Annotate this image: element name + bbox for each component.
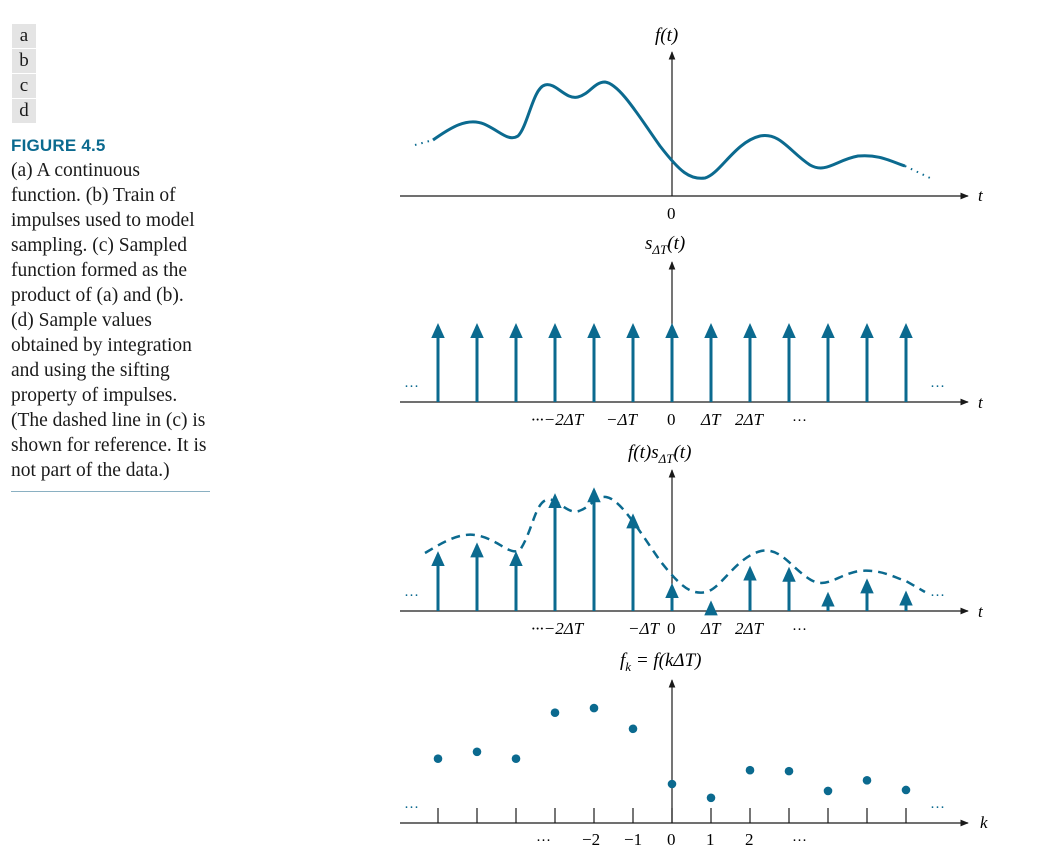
sample-point-1 — [472, 747, 482, 757]
panel-a: t 0 f(t) — [400, 25, 984, 223]
panel-d-tick-right-ellipsis: ··· — [792, 833, 807, 849]
panel-d-k-label: k — [980, 813, 988, 832]
panel-b-tick-neg2: ···−2ΔT — [531, 410, 585, 429]
panel-b-tick-0: 0 — [667, 410, 676, 429]
caption-divider — [11, 491, 210, 492]
panel-d-tick-1: 1 — [706, 830, 715, 849]
panel-d-sample-points — [433, 703, 911, 803]
panel-b-right-ellipsis: ··· — [930, 379, 945, 395]
panel-c: t f(t)sΔT(t) ··· ··· ···−2ΔT −ΔT 0 ΔT 2Δ… — [400, 442, 984, 638]
panel-b-tick-ellipsis: ··· — [792, 413, 807, 429]
panel-label-c: c — [12, 74, 36, 98]
panel-c-right-ellipsis: ··· — [930, 588, 945, 604]
panel-c-tick-neg1: −ΔT — [628, 619, 660, 638]
panel-b: t sΔT(t) ··· ··· ···−2ΔT −ΔT 0 ΔT 2ΔT ··… — [400, 233, 984, 429]
panel-a-t-label: t — [978, 186, 984, 205]
sample-point-4 — [589, 703, 599, 713]
panel-c-dashed-reference-curve — [424, 495, 926, 594]
sample-point-9 — [784, 766, 794, 776]
panel-b-impulse-train — [431, 323, 913, 402]
panel-d: k fk = f(kΔT) ··· ··· ··· −2 −1 0 1 2 ··… — [400, 650, 988, 849]
panel-a-func-label: f(t) — [655, 25, 678, 46]
panel-d-tick-neg1: −1 — [624, 830, 642, 849]
panel-label-d: d — [12, 99, 36, 123]
panel-d-right-ellipsis: ··· — [930, 800, 945, 816]
figure-caption: FIGURE 4.5 (a) A continuous function. (b… — [11, 136, 211, 492]
panel-d-func-label: fk = f(kΔT) — [620, 650, 701, 674]
caption-text: (a) A continuous function. (b) Train of … — [11, 160, 207, 481]
panel-c-sampled-impulses — [431, 487, 913, 616]
panel-d-tick-left-ellipsis: ··· — [536, 833, 551, 849]
panel-b-tick-neg1: −ΔT — [606, 410, 638, 429]
panel-c-tick-2: 2ΔT — [735, 619, 764, 638]
sample-point-12 — [901, 785, 911, 795]
panel-c-func-label: f(t)sΔT(t) — [628, 442, 691, 466]
panel-labels: a b c d — [12, 24, 36, 124]
panel-a-continuous-curve — [432, 80, 906, 180]
panel-b-tick-1: ΔT — [700, 410, 722, 429]
panel-b-left-ellipsis: ··· — [404, 379, 419, 395]
panel-label-a: a — [12, 24, 36, 48]
panel-d-tick-neg2: −2 — [582, 830, 600, 849]
sample-point-11 — [862, 776, 872, 785]
panel-d-tick-0: 0 — [667, 830, 676, 849]
panel-c-tick-1: ΔT — [700, 619, 722, 638]
panel-c-tick-neg2: ···−2ΔT — [531, 619, 585, 638]
sample-point-7 — [706, 793, 716, 803]
panel-b-t-label: t — [978, 393, 984, 412]
panel-b-func-label: sΔT(t) — [645, 233, 685, 257]
panel-b-tick-2: 2ΔT — [735, 410, 764, 429]
panel-a-left-dots — [414, 139, 434, 146]
sample-point-3 — [550, 708, 560, 717]
sample-point-0 — [433, 754, 443, 763]
panel-a-right-dots — [904, 165, 931, 179]
panel-c-left-ellipsis: ··· — [404, 588, 419, 604]
panel-d-tick-2: 2 — [745, 830, 754, 849]
panel-c-t-label: t — [978, 602, 984, 621]
panel-c-tick-ellipsis: ··· — [792, 622, 807, 638]
panel-c-tick-0: 0 — [667, 619, 676, 638]
sample-point-10 — [823, 786, 833, 796]
sample-point-8 — [745, 765, 755, 775]
sample-point-5 — [628, 724, 638, 734]
panel-d-ticks — [437, 808, 907, 823]
figure-title: FIGURE 4.5 — [11, 136, 106, 155]
panel-a-origin-label: 0 — [667, 204, 676, 223]
sample-point-6 — [667, 779, 677, 789]
panel-d-left-ellipsis: ··· — [404, 800, 419, 816]
panel-label-b: b — [12, 49, 36, 73]
sample-point-2 — [511, 754, 521, 763]
